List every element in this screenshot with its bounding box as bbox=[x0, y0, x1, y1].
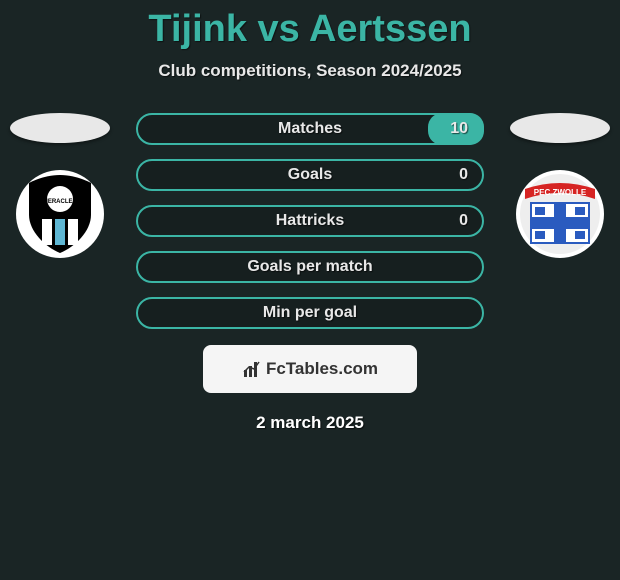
crest-right: PEC ZWOLLE bbox=[510, 171, 610, 256]
bar-chart-icon bbox=[242, 358, 264, 380]
right-side: PEC ZWOLLE bbox=[510, 113, 610, 256]
stat-row: Min per goal bbox=[136, 297, 484, 329]
stat-value-right: 0 bbox=[459, 166, 468, 184]
stat-value-right: 10 bbox=[450, 120, 468, 138]
player-avatar-right bbox=[510, 113, 610, 143]
watermark-text: FcTables.com bbox=[266, 359, 378, 379]
stat-row: Hattricks0 bbox=[136, 205, 484, 237]
stat-label: Goals bbox=[136, 166, 484, 184]
watermark[interactable]: FcTables.com bbox=[203, 345, 417, 393]
page-title: Tijink vs Aertssen bbox=[148, 8, 471, 51]
left-side: HERACLES bbox=[10, 113, 110, 256]
date-label: 2 march 2025 bbox=[256, 413, 364, 433]
stat-label: Min per goal bbox=[136, 304, 484, 322]
crest-left: HERACLES bbox=[10, 171, 110, 256]
stat-row: Goals per match bbox=[136, 251, 484, 283]
stat-row: Matches10 bbox=[136, 113, 484, 145]
subtitle: Club competitions, Season 2024/2025 bbox=[158, 61, 461, 81]
comparison-layout: HERACLES Matches10Goals0Hattricks0Goals … bbox=[10, 113, 610, 329]
pec-zwolle-crest-icon: PEC ZWOLLE bbox=[515, 169, 605, 259]
stat-label: Goals per match bbox=[136, 258, 484, 276]
stats-column: Matches10Goals0Hattricks0Goals per match… bbox=[136, 113, 484, 329]
stat-label: Matches bbox=[136, 120, 484, 138]
stat-label: Hattricks bbox=[136, 212, 484, 230]
heracles-crest-icon: HERACLES bbox=[15, 169, 105, 259]
crest-right-label: PEC ZWOLLE bbox=[534, 188, 587, 197]
stat-row: Goals0 bbox=[136, 159, 484, 191]
stat-value-right: 0 bbox=[459, 212, 468, 230]
player-avatar-left bbox=[10, 113, 110, 143]
crest-left-label: HERACLES bbox=[43, 199, 76, 205]
